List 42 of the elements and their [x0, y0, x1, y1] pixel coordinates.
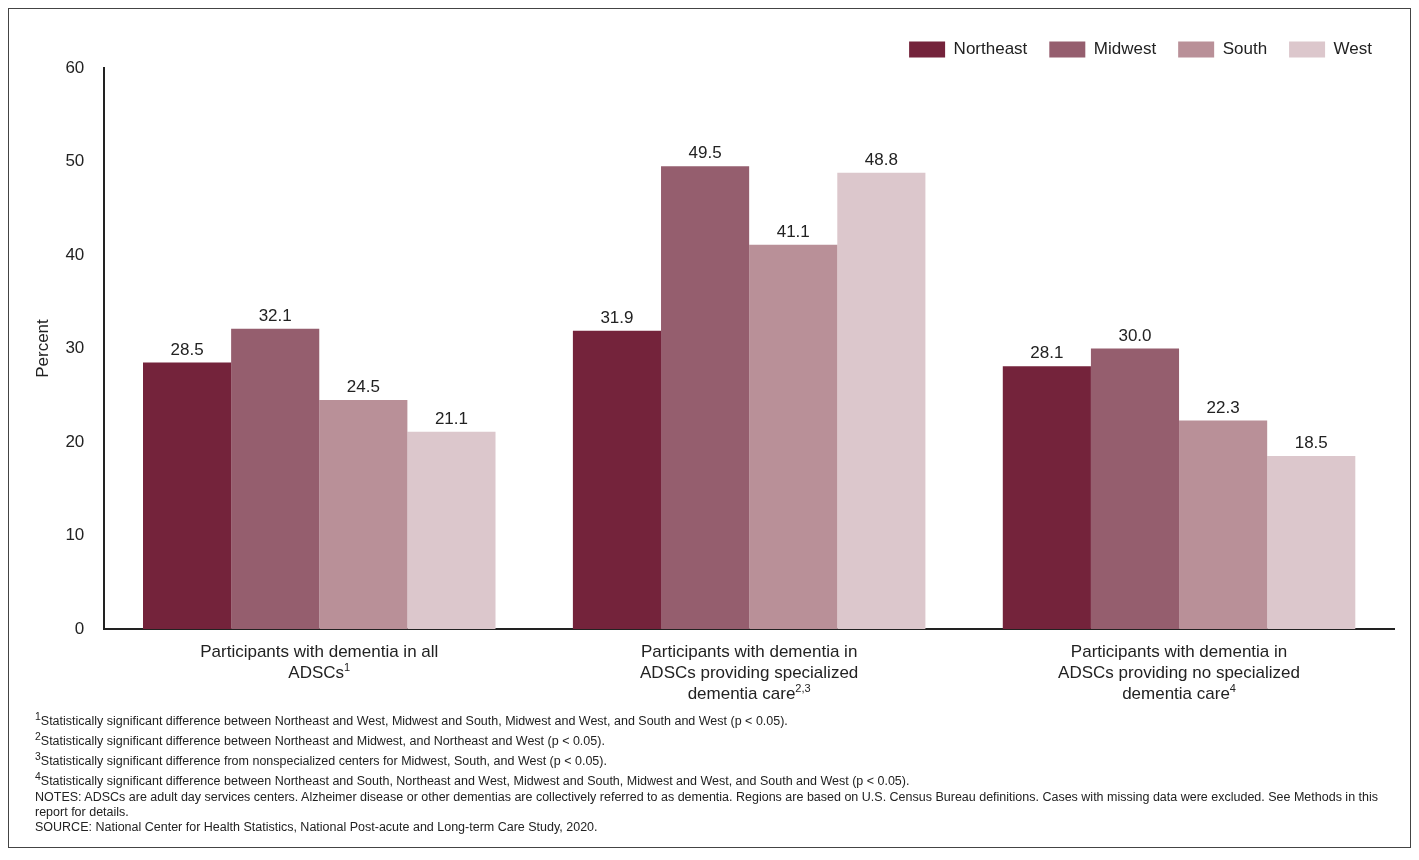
bar: [661, 166, 750, 629]
legend-label: South: [1222, 39, 1268, 59]
y-axis-title: Percent: [32, 318, 52, 378]
text: 28.1: [1030, 343, 1064, 363]
text: 48.8: [864, 149, 898, 169]
text: 21.1: [434, 408, 468, 428]
bar: [1090, 348, 1180, 629]
text: 30.0: [1118, 325, 1152, 345]
bar: [1002, 366, 1091, 629]
text: 24.5: [346, 377, 380, 397]
bar: [749, 244, 838, 629]
legend-label: Northeast: [953, 39, 1028, 59]
bar: [572, 330, 662, 629]
y-tick-label: 30: [65, 338, 85, 358]
text: 28.5: [170, 339, 204, 359]
source-note: SOURCE: National Center for Health Statistics, National Post-acute and Long-term Care Study, 2020.: [35, 819, 599, 835]
bar: [407, 431, 496, 629]
y-tick-label: 60: [65, 57, 85, 77]
text: $^{4}$Statistically significant difference between Northeast and South, Northeast and West, Midwest and South, Midwest and West, and South and West (p < 0.05).: [35, 770, 911, 790]
y-tick-label: 40: [65, 244, 85, 264]
text: 32.1: [258, 306, 292, 326]
y-tick-label: 20: [65, 431, 85, 451]
legend-label: West: [1333, 39, 1373, 59]
bar: [1267, 456, 1356, 629]
bar: [319, 399, 408, 629]
legend-label: Midwest: [1093, 39, 1157, 59]
text: 18.5: [1294, 433, 1328, 453]
text: $^{2}$Statistically significant difference between Northeast and Midwest, and Northeast and West (p < 0.05).: [35, 730, 606, 750]
text: 31.9: [600, 307, 634, 327]
bar: [1179, 420, 1268, 629]
y-tick-label: 50: [65, 151, 85, 171]
text: NOTES: ADSCs are adult day services centers. Alzheimer disease or other dementias are collectively referred to as dementia. Regions are based on U.S. Census Bureau definitions. Cases with missing data were excluded. See Methods in this report for details.: [35, 789, 1380, 820]
text: 49.5: [688, 143, 722, 163]
y-tick-label: 0: [74, 618, 85, 638]
y-tick-label: 10: [65, 525, 85, 545]
text: $^{3}$Statistically significant difference from nonspecialized centers for Midwest, South, and West (p < 0.05).: [35, 750, 608, 770]
bar: [143, 362, 232, 629]
text: 41.1: [776, 221, 810, 241]
bar: [231, 328, 320, 629]
text: 22.3: [1206, 397, 1240, 417]
text: $^{1}$Statistically significant difference between Northeast and West, Midwest and South, Midwest and West, and South and West (p < 0.05).: [35, 710, 789, 730]
bar: [837, 172, 926, 629]
